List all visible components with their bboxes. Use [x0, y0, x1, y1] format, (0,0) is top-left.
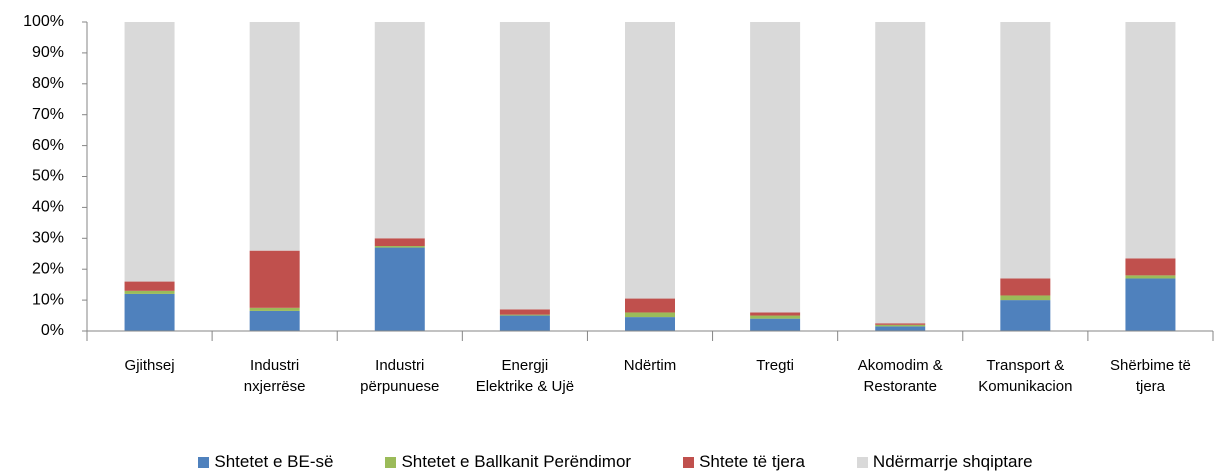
bar-segment	[1125, 258, 1176, 276]
bar-segment	[374, 22, 425, 239]
bar-segment	[1125, 22, 1176, 259]
bar-segment	[875, 323, 926, 325]
bar-segment	[625, 298, 675, 313]
x-tick-label: Industri nxjerrëse	[243, 357, 306, 395]
bar-segment	[374, 238, 425, 247]
bar-segment	[499, 315, 550, 331]
bar-segment	[1000, 278, 1051, 296]
x-tick-label: Ndërtim	[623, 357, 677, 374]
bar-segment	[374, 247, 425, 331]
bar-segment	[750, 315, 801, 319]
bar-segment	[1125, 278, 1176, 331]
bar-segment	[625, 317, 675, 331]
bar-segment	[875, 22, 926, 324]
x-tick-label: Transport & Komunikacion	[978, 357, 1073, 395]
bar-segment	[1000, 300, 1051, 331]
x-tick-label: Shërbime të tjera	[1110, 357, 1191, 395]
x-tick-label: Industri përpunuese	[360, 357, 440, 395]
bar-segment	[249, 250, 300, 308]
y-tick-label: 70%	[32, 106, 64, 123]
x-tick-label: Gjithsej	[124, 357, 175, 374]
y-tick-label: 60%	[32, 137, 64, 154]
bar-segment	[625, 22, 675, 299]
bar-segment	[1000, 295, 1051, 301]
legend-label: Shtetet e Ballkanit Perëndimor	[401, 452, 632, 471]
bar-segment	[1125, 275, 1176, 279]
bar-segment	[875, 324, 926, 327]
x-tick-label: Akomodim & Restorante	[857, 357, 943, 395]
legend-item: Shtetet e Ballkanit Perëndimor	[385, 452, 631, 472]
legend-swatch	[385, 456, 397, 468]
bar-segment	[499, 22, 550, 310]
bar-segment	[249, 307, 300, 311]
legend: Shtetet e BE-së Shtetet e Ballkanit Perën…	[0, 452, 1231, 472]
y-tick-label: 80%	[32, 75, 64, 92]
bar-segment	[1000, 22, 1051, 279]
bar-segment	[625, 312, 675, 318]
y-tick-label: 100%	[23, 13, 64, 30]
y-tick-label: 40%	[32, 199, 64, 216]
bar-segment	[499, 309, 550, 315]
bar-segment	[499, 314, 550, 316]
legend-swatch	[198, 456, 210, 468]
bar-segment	[124, 281, 175, 291]
bar-segment	[249, 22, 300, 251]
x-tick-label: Energji Elektrike & Ujë	[475, 357, 575, 395]
bar-segment	[750, 312, 801, 316]
bar-segment	[124, 22, 175, 282]
y-tick-label: 50%	[32, 168, 64, 185]
y-tick-label: 30%	[32, 230, 64, 247]
bar-segment	[750, 318, 801, 331]
legend-item: Ndërmarrje shqiptare	[856, 452, 1033, 472]
legend-item: Shtetet e BE-së	[198, 452, 333, 472]
y-tick-label: 10%	[32, 291, 64, 308]
legend-label: Shtetet e BE-së	[214, 452, 334, 471]
bar-segment	[249, 310, 300, 331]
y-tick-label: 20%	[32, 260, 64, 277]
x-tick-label: Tregti	[756, 357, 794, 374]
bar-segment	[124, 290, 175, 294]
bar-segment	[374, 246, 425, 248]
legend-swatch	[683, 456, 695, 468]
bar-segment	[750, 22, 801, 313]
legend-swatch	[856, 456, 868, 468]
y-tick-label: 0%	[41, 322, 64, 339]
y-tick-label: 90%	[32, 44, 64, 61]
plot: 0% 10% 20% 30% 40% 50% 60% 70% 80% 90% 100%	[23, 13, 1214, 341]
legend-label: Shtete të tjera	[699, 452, 805, 471]
legend-item: Shtete të tjera	[683, 452, 805, 472]
bar-segment	[875, 326, 926, 331]
legend-label: Ndërmarrje shqiptare	[872, 452, 1033, 471]
bar-segment	[124, 293, 175, 331]
